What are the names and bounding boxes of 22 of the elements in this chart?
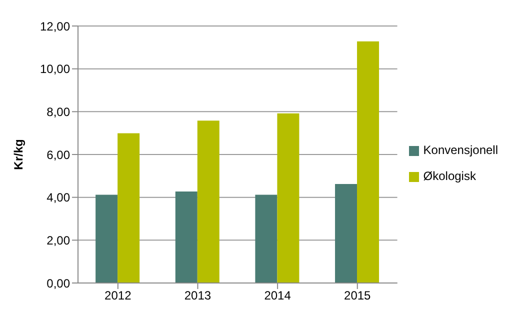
bar [175,192,198,283]
y-axis-title: Kr/kg [11,139,26,170]
y-tick-label: 4,00 [46,190,70,205]
y-tick-label: 6,00 [46,148,70,162]
y-tick-label: 0,00 [46,276,70,290]
x-tick-label: 2012 [104,288,132,303]
bar [277,113,300,283]
bar [335,184,358,283]
x-tick-label: 2013 [184,288,212,303]
bar [197,120,220,283]
y-tick-label: 12,00 [40,19,70,34]
x-tick-label: 2014 [264,288,292,303]
y-tick-label: 8,00 [46,104,70,119]
legend-label: Konvensjonell [423,143,498,157]
bar [118,133,140,283]
y-tick-label: 2,00 [46,233,70,248]
legend-label: Økologisk [423,169,476,183]
bar [96,194,118,283]
x-tick-label: 2015 [344,288,372,303]
bar [357,41,380,283]
bar [255,194,278,283]
y-tick-label: 10,00 [40,62,70,76]
